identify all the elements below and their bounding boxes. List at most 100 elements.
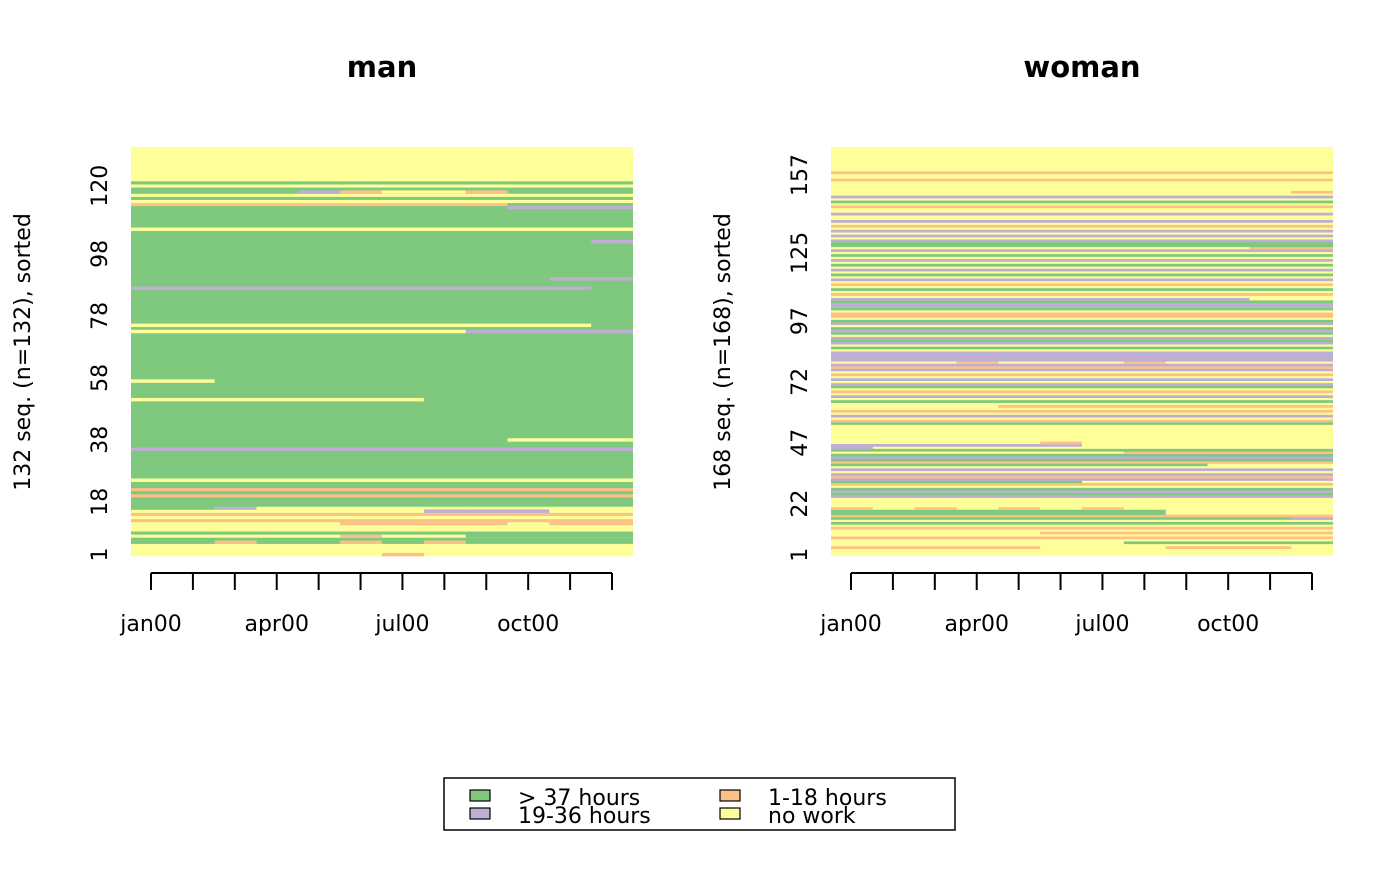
sequence-cell bbox=[831, 346, 1333, 350]
sequence-cell bbox=[214, 506, 257, 510]
y-tick-label: 157 bbox=[788, 154, 813, 196]
sequence-cell bbox=[831, 414, 1333, 418]
sequence-cell bbox=[831, 526, 1333, 530]
sequence-cell bbox=[340, 521, 508, 526]
legend-swatch-19-36 bbox=[469, 807, 491, 820]
sequence-cell bbox=[831, 419, 1333, 423]
sequence-cell bbox=[131, 506, 633, 513]
sequence-cell bbox=[423, 540, 466, 544]
x-tick-label: jan00 bbox=[119, 612, 182, 637]
sequence-cell bbox=[831, 336, 1333, 340]
legend-box bbox=[443, 777, 956, 831]
y-tick-label: 78 bbox=[88, 302, 113, 330]
y-axis-label-woman: 168 seq. (n=168), sorted bbox=[711, 213, 736, 491]
sequence-cell bbox=[831, 373, 1333, 377]
sequence-cell bbox=[831, 239, 1333, 243]
sequence-cell bbox=[831, 480, 1082, 484]
sequence-cell bbox=[831, 329, 1333, 333]
sequence-cell bbox=[831, 178, 1333, 182]
sequence-cell bbox=[831, 278, 1333, 282]
sequence-cell bbox=[831, 448, 1333, 452]
panel-man: man 132 seq. (n=132), sorted jan00 apr00 j… bbox=[11, 50, 633, 637]
sequence-cell bbox=[214, 540, 257, 544]
sequence-cell bbox=[831, 378, 1333, 382]
sequence-cell bbox=[831, 383, 1333, 386]
sequence-cell bbox=[914, 507, 957, 511]
sequence-cell bbox=[131, 181, 633, 185]
sequence-cell bbox=[831, 475, 1333, 479]
sequence-cell bbox=[131, 494, 633, 498]
sequence-cell bbox=[831, 200, 1333, 204]
y-axis-man: 1 18 38 58 78 98 120 bbox=[88, 165, 113, 562]
legend: > 37 hours 1-18 hours 19-36 hours no wor… bbox=[443, 777, 956, 831]
sequence-cell bbox=[831, 453, 1333, 457]
sequence-cell bbox=[831, 468, 1333, 472]
sequence-cell bbox=[831, 300, 1333, 304]
x-tick-label: oct00 bbox=[1197, 612, 1259, 637]
sequence-cell bbox=[831, 351, 1333, 362]
sequence-cell bbox=[507, 438, 633, 442]
sequence-cell bbox=[340, 190, 382, 194]
sequence-cell bbox=[831, 514, 1333, 518]
y-tick-label: 38 bbox=[88, 426, 113, 454]
sequence-cell bbox=[831, 234, 1333, 238]
sequence-cell bbox=[831, 487, 1333, 491]
sequence-cell bbox=[831, 302, 1333, 308]
sequence-cell bbox=[131, 202, 633, 213]
sequence-cell bbox=[131, 525, 633, 532]
panel-woman: woman 168 seq. (n=168), sorted jan00 apr0… bbox=[711, 50, 1333, 637]
sequence-cell bbox=[831, 249, 1333, 252]
sequence-cell bbox=[831, 536, 1333, 540]
sequence-cell bbox=[131, 196, 633, 200]
sequence-cell bbox=[831, 482, 1333, 486]
sequence-cell bbox=[831, 390, 1333, 394]
sequence-cell bbox=[831, 288, 1333, 291]
sequence-cell bbox=[831, 171, 1333, 175]
y-axis-woman: 1 22 47 72 97 125 157 bbox=[788, 154, 813, 562]
sequence-cell bbox=[831, 195, 1333, 199]
sequence-cell bbox=[298, 190, 341, 194]
sequence-cell bbox=[831, 490, 1333, 494]
x-tick-label: jul00 bbox=[1074, 612, 1129, 637]
sequence-cell bbox=[465, 190, 508, 194]
y-tick-label: 47 bbox=[788, 429, 813, 457]
sequence-cell bbox=[831, 422, 1333, 425]
sequence-cell bbox=[831, 229, 1333, 233]
sequence-cell bbox=[131, 202, 508, 207]
sequence-cell bbox=[831, 463, 1208, 467]
x-tick-label: apr00 bbox=[244, 612, 309, 637]
y-tick-label: 125 bbox=[788, 232, 813, 274]
sequence-cell bbox=[831, 492, 1333, 496]
legend-label-gt37: > 37 hours bbox=[518, 786, 640, 811]
sequence-cell bbox=[340, 534, 382, 538]
y-tick-label: 97 bbox=[788, 307, 813, 335]
y-tick-label: 58 bbox=[88, 364, 113, 392]
sequence-cell bbox=[831, 254, 1333, 257]
sequence-cell bbox=[831, 456, 1333, 459]
sequence-cell bbox=[831, 339, 1333, 343]
sequence-cell bbox=[831, 512, 1166, 515]
sequence-cell bbox=[131, 531, 633, 535]
sequence-cell bbox=[831, 241, 1333, 248]
legend-swatch-nowork bbox=[719, 807, 741, 820]
y-tick-label: 1 bbox=[788, 548, 813, 562]
legend-label-nowork: no work bbox=[768, 804, 856, 829]
x-tick-label: jan00 bbox=[819, 612, 882, 637]
sequence-cell bbox=[831, 409, 1333, 413]
sequence-cell bbox=[131, 497, 633, 507]
sequence-cell bbox=[831, 366, 1333, 369]
sequence-cell bbox=[956, 361, 999, 364]
sequence-cell bbox=[1165, 546, 1292, 549]
sequence-cell bbox=[831, 546, 1041, 549]
sequence-cell bbox=[831, 444, 1082, 447]
sequence-cell bbox=[831, 220, 1333, 223]
sequence-cell bbox=[131, 227, 633, 231]
sequence-cell bbox=[340, 540, 382, 544]
y-tick-label: 98 bbox=[88, 240, 113, 268]
sequence-cell bbox=[1291, 517, 1333, 520]
sequence-cell bbox=[591, 239, 633, 244]
sequence-cell bbox=[549, 277, 633, 281]
sequence-cell bbox=[831, 478, 1333, 481]
sequence-cell bbox=[131, 397, 424, 402]
